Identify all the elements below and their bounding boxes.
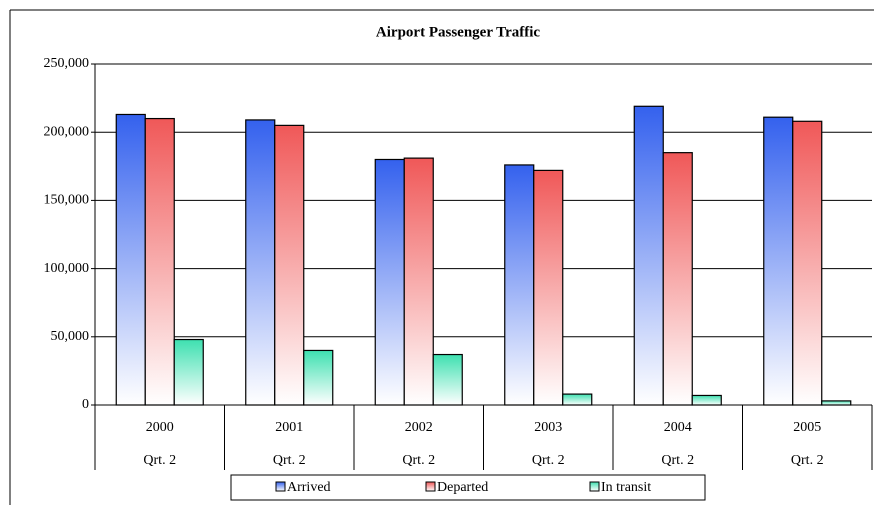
bar	[763, 116, 794, 406]
chart-title: Airport Passenger Traffic	[376, 24, 540, 40]
x-tick-label: 2001	[275, 420, 303, 435]
legend-swatch	[275, 481, 286, 492]
legend-label: In transit	[601, 480, 651, 495]
x-tick-label: 2003	[534, 420, 562, 435]
bar	[274, 124, 305, 406]
legend-label: Departed	[437, 480, 488, 495]
x-subcategory-label: Qrt. 2	[143, 453, 176, 468]
y-tick-label: 50,000	[51, 329, 90, 344]
x-subcategory-label: Qrt. 2	[402, 453, 435, 468]
x-tick-label: 2005	[793, 420, 821, 435]
x-subcategory-label: Qrt. 2	[273, 453, 306, 468]
legend-box	[230, 474, 706, 501]
x-tick-label: 2000	[146, 420, 174, 435]
bar	[533, 169, 564, 406]
bar	[821, 400, 852, 406]
bar	[792, 120, 823, 406]
bar	[691, 394, 722, 406]
legend-swatch	[589, 481, 600, 492]
y-tick-label: 0	[82, 397, 89, 412]
y-tick-label: 250,000	[44, 56, 90, 71]
bar	[633, 105, 664, 406]
x-subcategory-label: Qrt. 2	[661, 453, 694, 468]
x-subcategory-label: Qrt. 2	[791, 453, 824, 468]
legend-label: Arrived	[287, 480, 331, 495]
x-subcategory-label: Qrt. 2	[532, 453, 565, 468]
y-tick-label: 200,000	[44, 124, 90, 139]
y-tick-label: 150,000	[44, 193, 90, 208]
bar	[432, 353, 463, 406]
bar	[173, 338, 204, 406]
bar	[115, 113, 146, 406]
bar	[144, 117, 175, 406]
bar	[403, 157, 434, 406]
bar	[245, 119, 276, 406]
bar	[562, 393, 593, 406]
legend-swatch	[425, 481, 436, 492]
x-tick-label: 2004	[664, 420, 692, 435]
bar	[504, 164, 535, 406]
bar	[303, 349, 334, 406]
y-tick-label: 100,000	[44, 261, 90, 276]
bar	[374, 158, 405, 406]
bar	[662, 152, 693, 406]
x-tick-label: 2002	[405, 420, 433, 435]
